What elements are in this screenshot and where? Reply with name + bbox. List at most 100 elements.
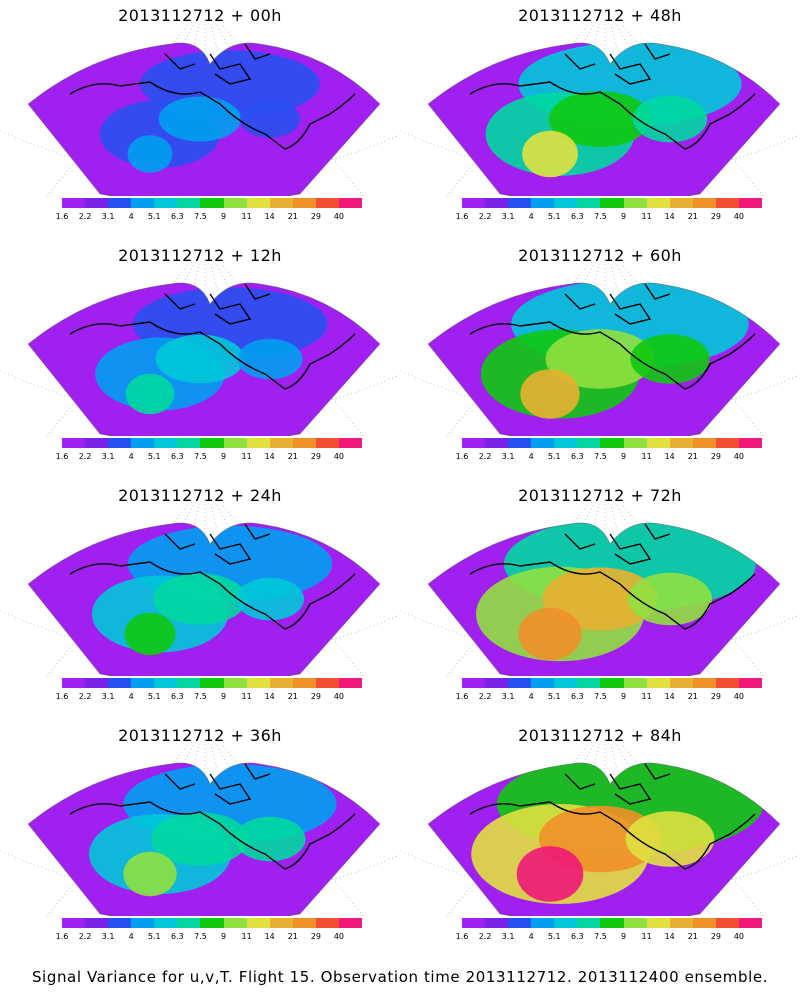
color-bar-label: 7.5 [194,932,207,941]
color-bar-swatch [485,438,509,448]
coastline [469,763,756,870]
color-bar-swatch [462,198,486,208]
color-bar-swatch [577,918,601,928]
color-bar-swatch [738,678,763,688]
color-bar-label: 6.3 [571,452,584,461]
color-bar-swatch [131,198,155,208]
color-bar-label: 1.6 [55,932,69,941]
variance-field [28,763,380,916]
color-bar-label: 14 [264,692,275,701]
color-bar-label: 21 [687,452,698,461]
domain-outline [427,42,781,196]
color-bar-label: 9 [620,212,627,221]
color-bar-swatch [577,198,601,208]
color-bar-label: 4 [128,692,134,701]
color-bar-swatch [646,918,671,928]
map-panel: 2013112712 + 24h 1.6 2.2 3.1 4 5.1 6.3 7.5 9 11 14… [0,480,400,720]
color-bar-label: 21 [287,932,298,941]
color-bar-label: 7.5 [594,212,607,221]
color-bar-label: 7.5 [594,692,607,701]
color-bar-swatch [246,198,271,208]
color-bar-label: 9 [620,932,627,941]
coastline [69,523,356,630]
color-bar-label: 2.2 [78,692,92,701]
color-bar-label: 6.3 [171,452,184,461]
color-bar-label: 40 [733,212,745,221]
color-bar-swatch [692,678,717,688]
color-bar-label: 2.2 [478,692,492,701]
color-bar-swatch [177,198,201,208]
color-bar-swatch [485,678,509,688]
color-bar-swatch [669,918,694,928]
color-bar-label: 6.3 [171,692,184,701]
panel-title: 2013112712 + 24h [118,486,282,505]
color-bar-label: 2.2 [478,932,492,941]
color-bar: 1.6 2.2 3.1 4 5.1 6.3 7.5 9 11 14 21 29 40 [56,678,363,712]
color-bar: 1.6 2.2 3.1 4 5.1 6.3 7.5 9 11 14 21 29 40 [56,198,363,232]
color-bar-label: 9 [620,692,627,701]
color-bar-label: 21 [687,932,698,941]
color-bar-label: 9 [220,212,227,221]
variance-field [28,523,380,676]
variance-field [28,43,380,196]
panel-title: 2013112712 + 60h [518,246,682,265]
color-bar-label: 40 [333,212,345,221]
color-bar-label: 14 [664,692,675,701]
color-bar-swatch [692,438,717,448]
color-bar-label: 29 [710,452,721,461]
color-bar-swatch [177,918,201,928]
color-bar-label: 9 [220,452,227,461]
color-bar-label: 29 [710,692,721,701]
color-bar-swatch [600,198,625,208]
color-bar-swatch [223,918,248,928]
color-bar-label: 29 [310,452,321,461]
color-bar-label: 21 [687,212,698,221]
color-bar-swatch [177,678,201,688]
color-bar-swatch [600,438,625,448]
color-bar-label: 29 [310,212,321,221]
color-bar-label: 4 [528,692,534,701]
color-bar-swatch [508,198,532,208]
color-bar-label: 5.1 [547,692,561,701]
color-bar-swatch [692,198,717,208]
color-bar-swatch [292,438,317,448]
color-bar-label: 3.1 [501,692,515,701]
map-panel: 2013112712 + 72h 1.6 2.2 3.1 4 5.1 6.3 7.5 9 11 14… [400,480,800,720]
color-bar-swatch [715,918,740,928]
variance-map [0,264,400,436]
color-bar-swatch [738,918,763,928]
color-bar-swatch [269,918,294,928]
color-bar-swatch [554,918,578,928]
color-bar: 1.6 2.2 3.1 4 5.1 6.3 7.5 9 11 14 21 29 40 [56,438,363,472]
color-bar-swatch [600,918,625,928]
color-bar-label: 29 [310,932,321,941]
color-bar-swatch [508,678,532,688]
panel-title: 2013112712 + 84h [518,726,682,745]
color-bar-swatch [62,198,86,208]
color-bar-swatch [315,438,340,448]
color-bar: 1.6 2.2 3.1 4 5.1 6.3 7.5 9 11 14 21 29 40 [456,198,763,232]
color-bar-swatch [531,678,555,688]
color-bar-swatch [646,438,671,448]
color-bar-swatch [554,678,578,688]
color-bar: 1.6 2.2 3.1 4 5.1 6.3 7.5 9 11 14 21 29 40 [456,438,763,472]
color-bar-label: 4 [528,452,534,461]
color-bar-label: 21 [287,692,298,701]
color-bar-label: 2.2 [78,452,92,461]
color-bar-label: 2.2 [78,932,92,941]
color-bar-label: 29 [710,212,721,221]
color-bar-swatch [269,198,294,208]
color-bar-swatch [131,678,155,688]
color-bar-swatch [200,678,225,688]
color-bar-swatch [269,438,294,448]
color-bar-label: 40 [733,692,745,701]
color-bar-swatch [108,198,132,208]
color-bar-label: 1.6 [55,212,69,221]
color-bar-swatch [462,918,486,928]
coastline [469,523,756,630]
color-bar-label: 7.5 [194,692,207,701]
color-bar-label: 1.6 [455,692,469,701]
color-bar-label: 4 [128,452,134,461]
color-bar-label: 6.3 [171,212,184,221]
coastline [69,283,356,390]
